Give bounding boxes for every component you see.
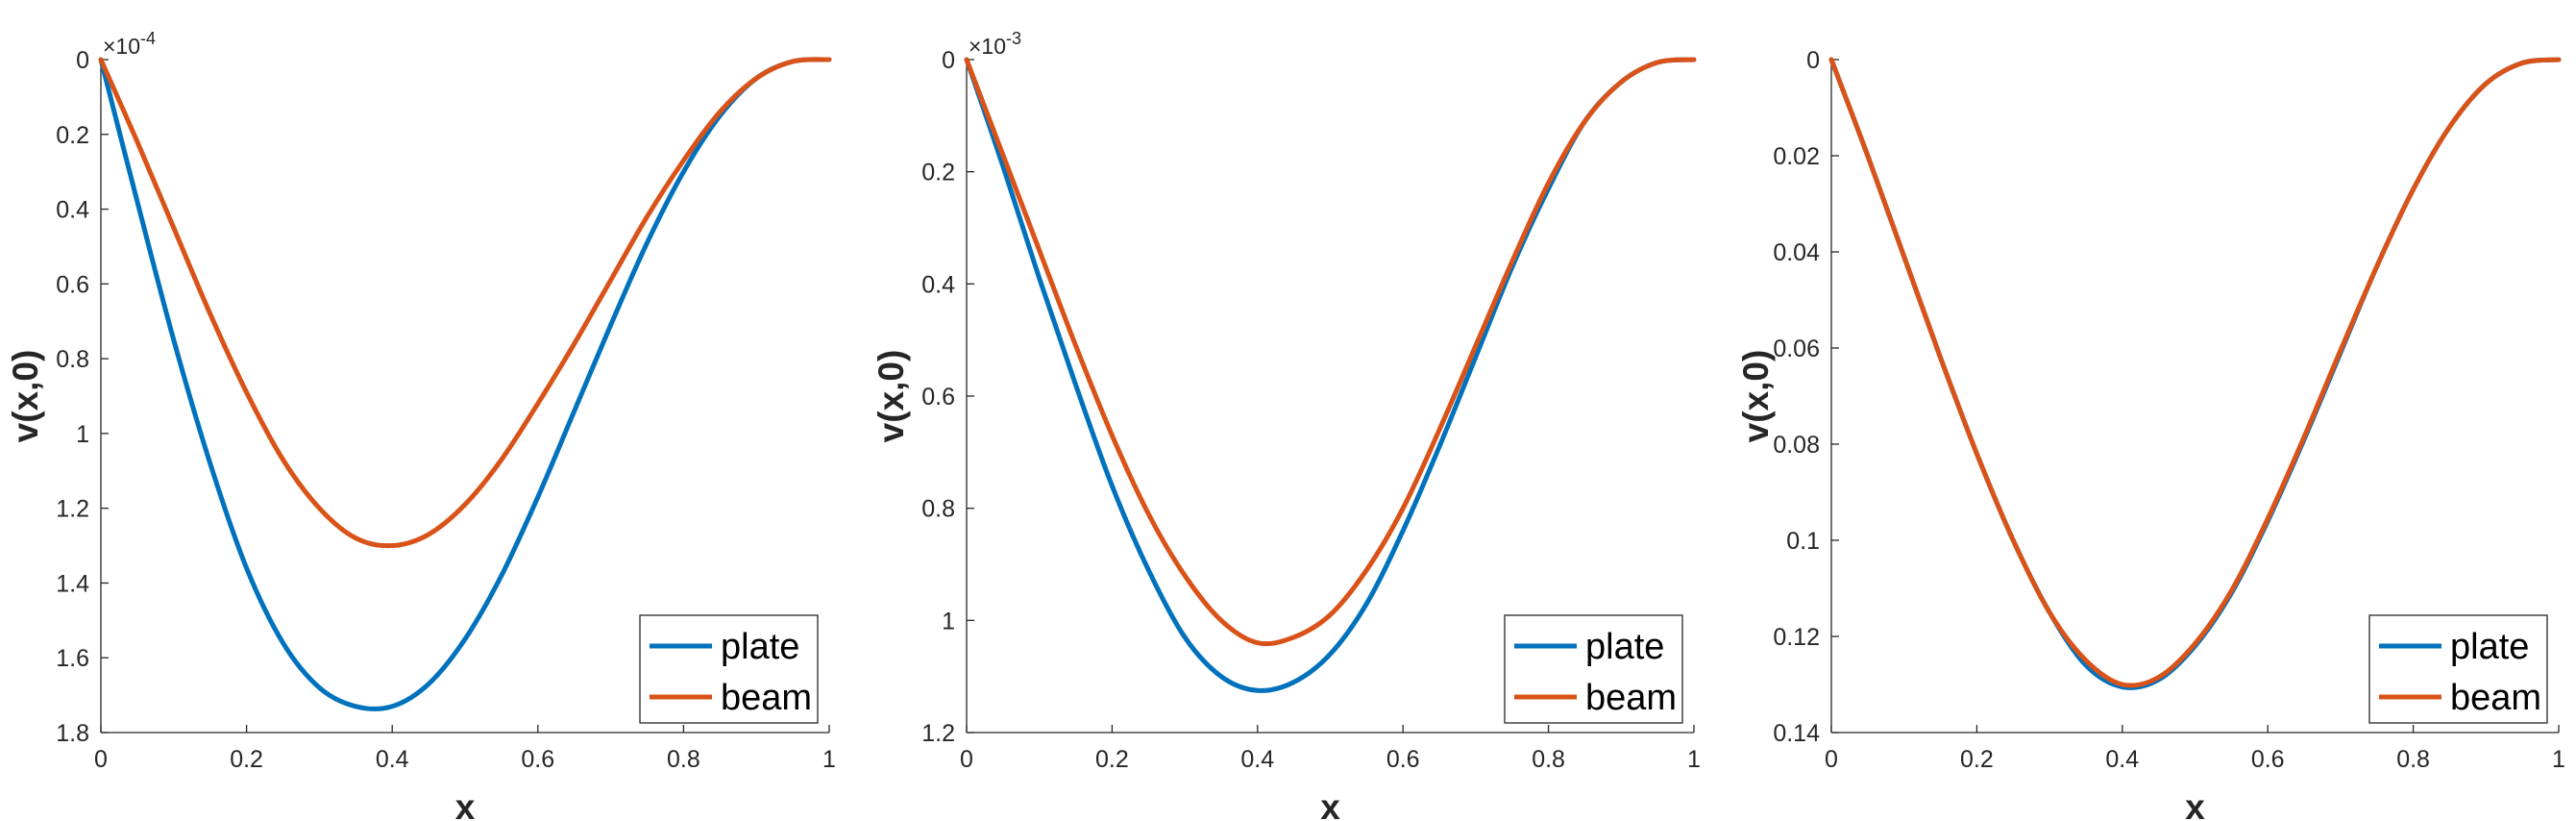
- y-axis-label: v(x,0): [1736, 350, 1776, 443]
- series-line-plate: [1828, 57, 2562, 690]
- x-axis-label: x: [455, 787, 476, 821]
- y-tick-label: 0.2: [56, 122, 89, 149]
- y-tick-label: 1.2: [56, 496, 89, 523]
- x-tick-label: 0.4: [1240, 746, 1274, 773]
- legend-label-plate: plate: [721, 627, 799, 667]
- y-tick-label: 0.8: [921, 496, 955, 523]
- x-tick-label: 1: [822, 746, 836, 773]
- legend-box: [639, 614, 819, 724]
- x-tick-label: 0.8: [2396, 746, 2430, 773]
- series-line-beam: [98, 57, 832, 549]
- y-tick-label: 0.6: [921, 384, 955, 410]
- x-tick-label: 0.6: [2251, 746, 2285, 773]
- y-tick-label: 0.08: [1773, 432, 1820, 459]
- legend-box: [2368, 614, 2548, 724]
- y-exponent-power: -4: [140, 29, 156, 48]
- y-axis-label: v(x,0): [871, 350, 911, 443]
- legend: plate beam: [1504, 614, 1683, 724]
- y-exponent-label: ×10-4: [103, 29, 156, 59]
- series-line-beam: [964, 57, 1697, 647]
- y-tick-label: 0.4: [56, 197, 89, 224]
- chart-panel-1: 0 0.2 0.4 0.6 0.8 1 0 0.2 0.4 0.6 0.8 1 1.2 1.4 1.6 1.8…: [6, 29, 836, 821]
- series-line-beam: [1828, 57, 2562, 688]
- y-exponent-power: -3: [1006, 29, 1021, 48]
- y-tick-label: 0.6: [56, 271, 89, 298]
- legend-label-beam: beam: [1585, 678, 1677, 718]
- y-tick-label: 0.1: [1786, 528, 1820, 555]
- x-tick-label: 0: [94, 746, 108, 773]
- legend: plate beam: [639, 614, 819, 724]
- x-tick-label: 1: [1687, 746, 1701, 773]
- y-tick-label: 1: [76, 421, 89, 448]
- y-tick-label: 0.8: [56, 346, 89, 373]
- x-axis-label: x: [2185, 787, 2205, 821]
- legend-label-beam: beam: [2450, 678, 2541, 718]
- series-line-plate: [98, 57, 832, 711]
- y-tick-label: 0.04: [1773, 239, 1820, 266]
- legend-label-plate: plate: [1585, 627, 1664, 667]
- y-tick-label: 1.2: [921, 720, 955, 747]
- y-tick-label: 0.02: [1773, 143, 1820, 170]
- x-tick-label: 0: [960, 746, 973, 773]
- series-line-plate: [964, 57, 1697, 693]
- x-tick-label: 0.2: [1960, 746, 1994, 773]
- legend: plate beam: [2368, 614, 2548, 724]
- x-tick-label: 0.2: [230, 746, 263, 773]
- y-tick-label: 0.12: [1773, 624, 1820, 651]
- y-tick-label: 1.4: [56, 570, 89, 597]
- y-tick-label: 0: [76, 47, 89, 74]
- x-tick-label: 0.6: [521, 746, 554, 773]
- x-axis-label: x: [1320, 787, 1340, 821]
- y-tick-label: 1: [942, 608, 955, 634]
- y-tick-label: 1.6: [56, 645, 89, 672]
- x-tick-label: 0.8: [667, 746, 700, 773]
- y-exponent-label: ×10-3: [969, 29, 1021, 59]
- x-tick-label: 0.8: [1532, 746, 1565, 773]
- chart-panel-3: 0 0.2 0.4 0.6 0.8 1 0 0.02 0.04 0.06 0.08 0.1 0.12 0.…: [1736, 47, 2565, 821]
- chart-panel-2: 0 0.2 0.4 0.6 0.8 1 0 0.2 0.4 0.6 0.8 1 1.2 ×10-3 x v(x…: [871, 29, 1701, 821]
- x-tick-label: 0.4: [376, 746, 409, 773]
- legend-label-beam: beam: [721, 678, 812, 718]
- x-tick-label: 0: [1825, 746, 1838, 773]
- y-axis-label: v(x,0): [6, 350, 45, 443]
- y-tick-label: 0.2: [921, 160, 955, 187]
- y-tick-label: 0.4: [921, 271, 955, 298]
- y-exponent-base: ×10: [969, 34, 1006, 59]
- y-tick-label: 0.14: [1773, 720, 1820, 747]
- y-tick-label: 0: [942, 47, 955, 74]
- x-tick-label: 1: [2552, 746, 2565, 773]
- y-exponent-base: ×10: [103, 34, 140, 59]
- x-tick-label: 0.4: [2105, 746, 2139, 773]
- legend-label-plate: plate: [2450, 627, 2529, 667]
- y-tick-label: 0: [1806, 47, 1820, 74]
- x-tick-label: 0.6: [1386, 746, 1420, 773]
- legend-box: [1504, 614, 1683, 724]
- y-tick-label: 0.06: [1773, 336, 1820, 362]
- y-tick-label: 1.8: [56, 720, 89, 747]
- x-tick-label: 0.2: [1095, 746, 1129, 773]
